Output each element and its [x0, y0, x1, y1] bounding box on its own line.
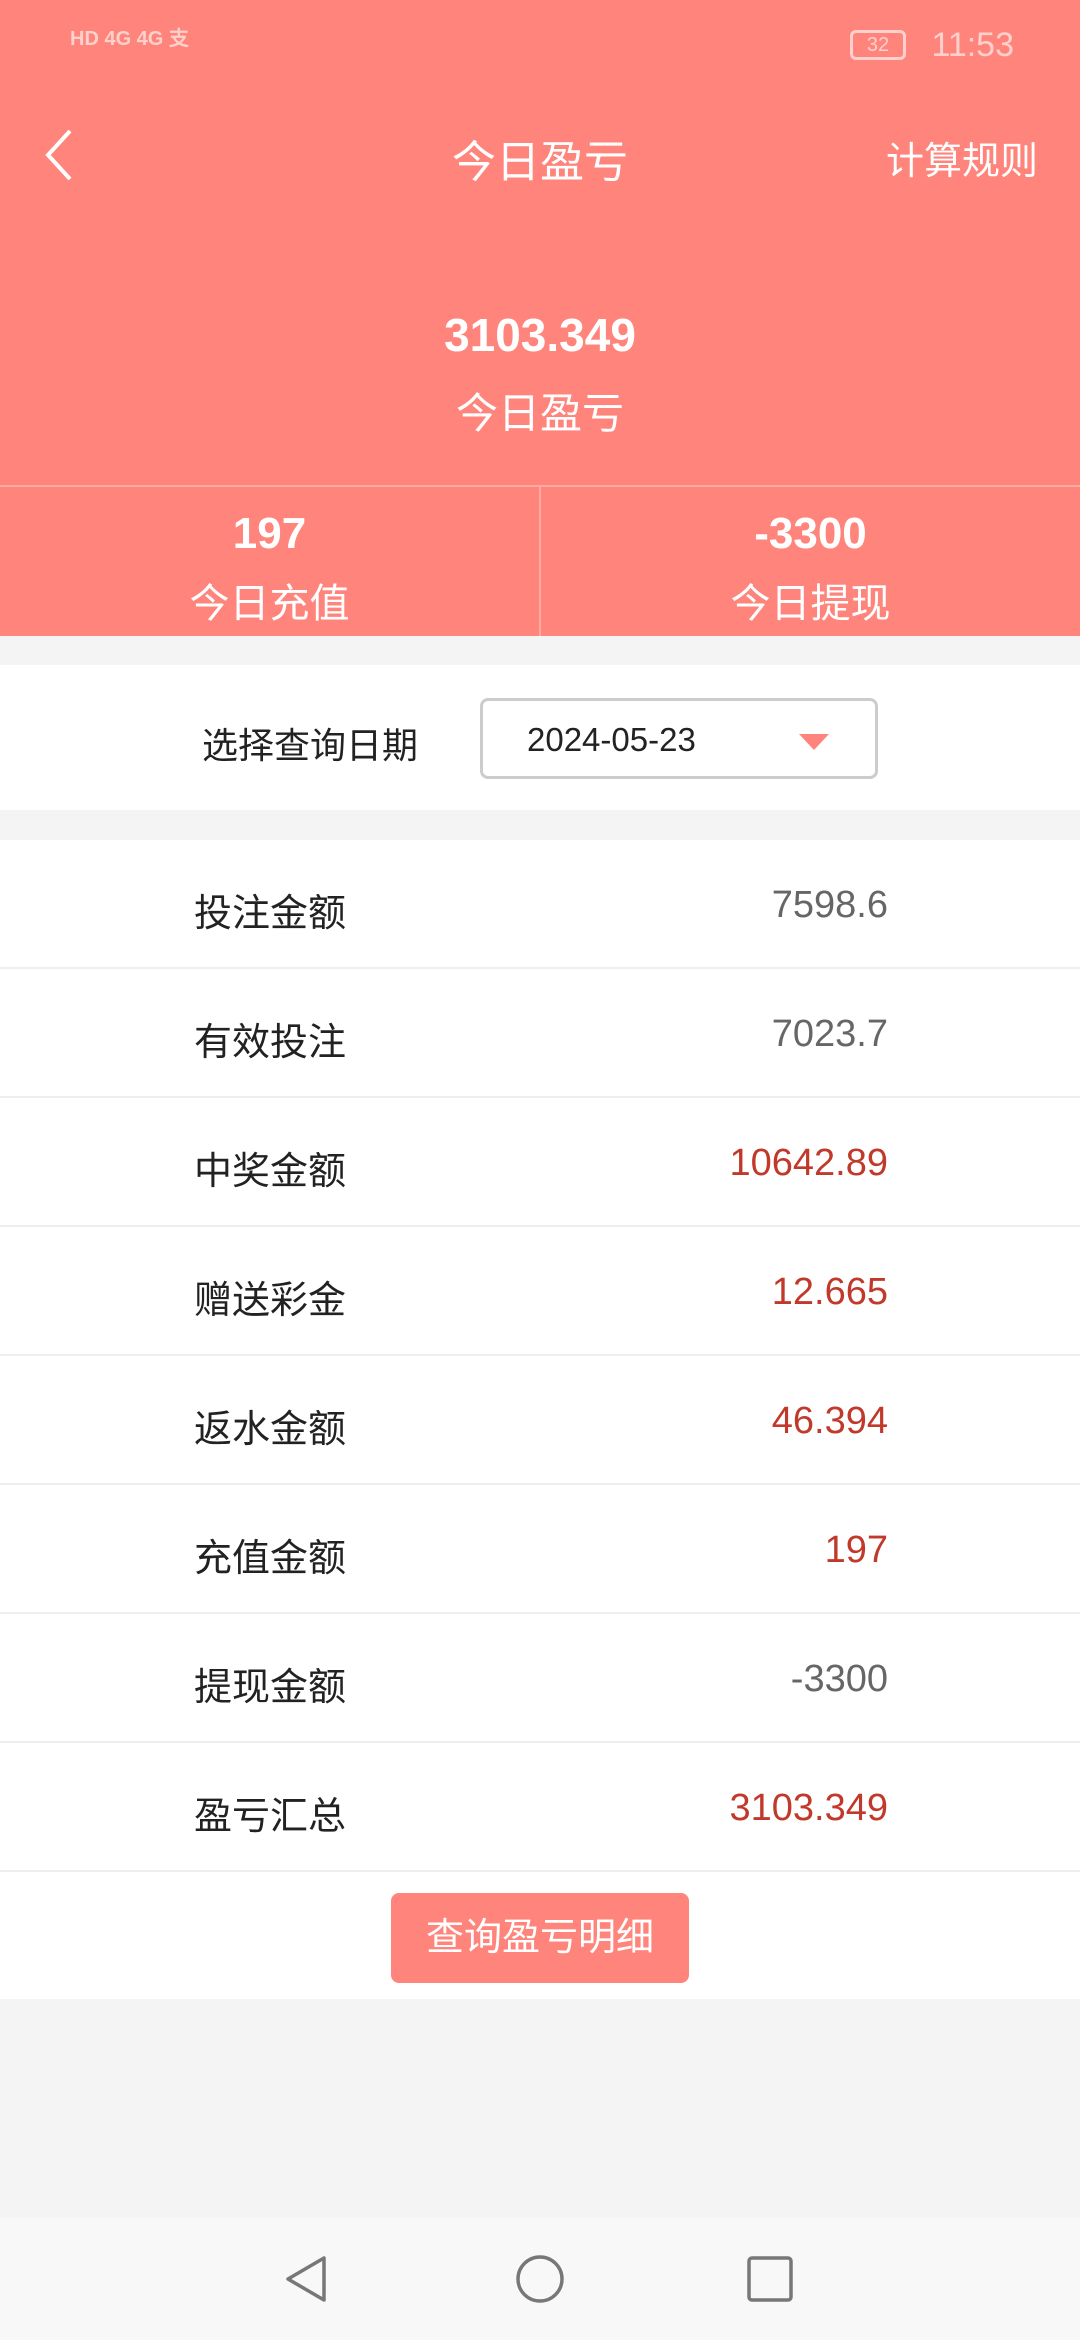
row-value: 7023.7 — [771, 1013, 888, 1055]
stat-label: 今日提现 — [730, 582, 891, 626]
battery-icon: 32 — [850, 30, 906, 60]
date-label: 选择查询日期 — [202, 725, 419, 766]
nav-back-icon[interactable] — [282, 2254, 332, 2304]
row-value: 10642.89 — [729, 1142, 889, 1184]
query-detail-button[interactable]: 查询盈亏明细 — [391, 1893, 689, 1983]
caret-down-icon — [799, 734, 829, 750]
row-label: 充值金额 — [194, 1538, 347, 1580]
stat-value: 197 — [232, 509, 307, 558]
total-value: 3103.349 — [444, 309, 636, 361]
system-nav-bar — [0, 2218, 1080, 2340]
row-label: 盈亏汇总 — [194, 1796, 347, 1838]
row-label: 返水金额 — [194, 1409, 347, 1451]
back-icon[interactable] — [40, 125, 90, 185]
date-select[interactable]: 2024-05-23 — [480, 698, 878, 779]
list-item: 充值金额 197 — [0, 1485, 1080, 1614]
row-label: 赠送彩金 — [194, 1280, 347, 1322]
list-item: 赠送彩金 12.665 — [0, 1227, 1080, 1356]
total-label: 今日盈亏 — [455, 390, 624, 437]
row-value: 46.394 — [771, 1400, 888, 1442]
clock: 11:53 — [931, 26, 1014, 64]
row-label: 中奖金额 — [194, 1151, 347, 1193]
signal-indicators: HD 4G 4G 支 — [70, 28, 189, 50]
page-title: 今日盈亏 — [452, 138, 628, 187]
row-label: 投注金额 — [194, 893, 347, 935]
stat-deposit: 197 今日充值 — [0, 487, 539, 636]
rules-link[interactable]: 计算规则 — [885, 141, 1038, 183]
nav-recents-icon[interactable] — [745, 2254, 795, 2304]
row-label: 有效投注 — [194, 1022, 347, 1064]
date-filter: 选择查询日期 2024-05-23 — [0, 665, 1080, 810]
row-value: 12.665 — [771, 1271, 888, 1313]
list-item: 提现金额 -3300 — [0, 1614, 1080, 1743]
summary-list: 投注金额 7598.6 有效投注 7023.7 中奖金额 10642.89 赠送彩金 12.6… — [0, 840, 1080, 1999]
row-value: 7598.6 — [771, 884, 888, 926]
row-value: 3103.349 — [729, 1787, 889, 1829]
stat-label: 今日充值 — [189, 582, 350, 626]
list-item: 返水金额 46.394 — [0, 1356, 1080, 1485]
row-label: 提现金额 — [194, 1667, 347, 1709]
row-value: 197 — [824, 1529, 888, 1571]
stat-withdraw: -3300 今日提现 — [539, 487, 1080, 636]
status-bar: HD 4G 4G 支 32 11:53 — [0, 0, 1080, 90]
date-value: 2024-05-23 — [527, 721, 696, 758]
button-row: 查询盈亏明细 — [0, 1872, 1080, 1999]
header: HD 4G 4G 支 32 11:53 今日盈亏 计算规则 3103.349 今… — [0, 0, 1080, 636]
stats-bar: 197 今日充值 -3300 今日提现 — [0, 485, 1080, 636]
list-item: 中奖金额 10642.89 — [0, 1098, 1080, 1227]
stat-value: -3300 — [754, 509, 867, 558]
nav-home-icon[interactable] — [515, 2254, 565, 2304]
list-item: 有效投注 7023.7 — [0, 969, 1080, 1098]
row-value: -3300 — [790, 1658, 888, 1700]
list-item: 盈亏汇总 3103.349 — [0, 1743, 1080, 1872]
list-item: 投注金额 7598.6 — [0, 840, 1080, 969]
